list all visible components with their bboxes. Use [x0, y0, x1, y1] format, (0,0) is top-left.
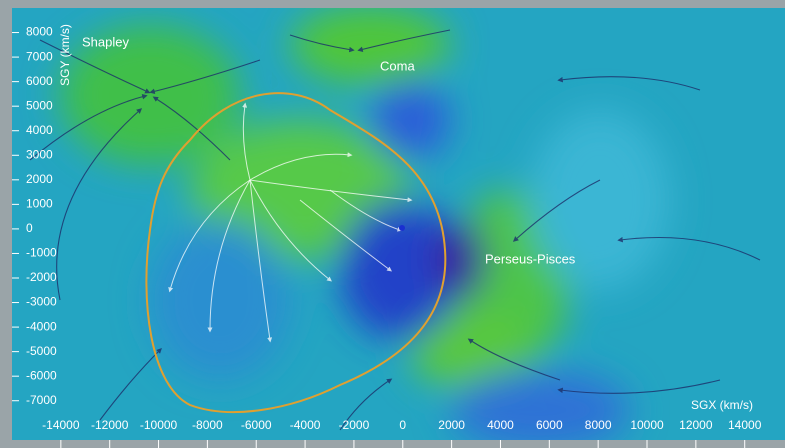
x-tick-label: 14000	[728, 418, 762, 432]
x-tick-label: 10000	[630, 418, 664, 432]
x-tick-label: -12000	[91, 418, 129, 432]
y-tick-label: 7000	[26, 49, 53, 63]
x-tick-label: 4000	[487, 418, 514, 432]
plot-area	[12, 8, 785, 440]
y-tick-label: 2000	[26, 172, 53, 186]
x-tick-label: 0	[399, 418, 406, 432]
y-tick-label: 1000	[26, 197, 53, 211]
y-tick-label: -3000	[26, 295, 57, 309]
y-tick-label: -7000	[26, 393, 57, 407]
y-tick-label: 3000	[26, 147, 53, 161]
y-tick-label: 0	[26, 221, 33, 235]
y-tick-label: -2000	[26, 270, 57, 284]
x-tick-label: -10000	[140, 418, 178, 432]
x-tick-label: 8000	[585, 418, 612, 432]
y-tick-label: 6000	[26, 74, 53, 88]
frame-left	[0, 0, 12, 448]
milky-way-marker	[399, 225, 405, 231]
y-tick-label: 4000	[26, 123, 53, 137]
frame-bottom	[0, 440, 785, 448]
annotation: Shapley	[82, 34, 129, 49]
x-tick-label: 2000	[438, 418, 465, 432]
x-tick-label: -4000	[290, 418, 321, 432]
x-tick-label: 12000	[679, 418, 713, 432]
annotation: Perseus-Pisces	[485, 251, 576, 266]
y-tick-label: 5000	[26, 98, 53, 112]
y-tick-label: -1000	[26, 246, 57, 260]
basin-boundary	[145, 92, 447, 414]
frame-top	[0, 0, 785, 8]
annotation: Coma	[380, 58, 415, 73]
x-tick-label: -2000	[339, 418, 370, 432]
x-tick-label: 6000	[536, 418, 563, 432]
y-tick-label: -6000	[26, 368, 57, 382]
density-field	[60, 8, 670, 440]
y-tick-label: -5000	[26, 344, 57, 358]
x-axis-label: SGX (km/s)	[691, 398, 753, 412]
y-axis-label: SGY (km/s)	[58, 24, 72, 86]
y-tick-label: 8000	[26, 25, 53, 39]
x-tick-label: -8000	[192, 418, 223, 432]
flow-lines	[29, 29, 761, 431]
white-streams	[168, 102, 413, 343]
y-tick-label: -4000	[26, 319, 57, 333]
x-tick-label: -14000	[42, 418, 80, 432]
x-tick-label: -6000	[241, 418, 272, 432]
